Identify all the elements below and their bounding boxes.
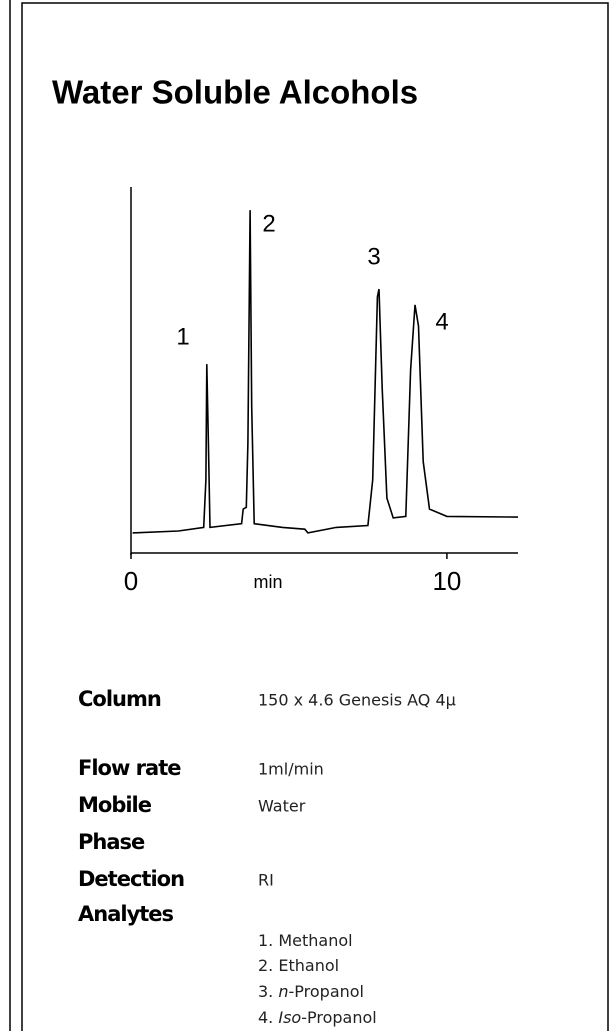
analyte-number: 3.	[258, 982, 273, 1001]
chromatogram-trace	[132, 210, 519, 534]
analyte-number: 4.	[258, 1008, 273, 1027]
x-tick-label: 0	[124, 566, 138, 596]
analyte-name: -Propanol	[301, 1008, 377, 1027]
analyte-name: Ethanol	[278, 956, 339, 975]
condition-label: Analytes	[78, 902, 174, 926]
analyte-italic: n	[278, 982, 288, 1001]
analyte: 1. Methanol	[258, 931, 353, 950]
analyte: 2. Ethanol	[258, 956, 339, 975]
peak-label: 2	[262, 210, 275, 237]
condition-value: 1ml/min	[258, 760, 324, 779]
panel-border	[21, 2, 609, 1031]
condition-label: Mobile	[78, 793, 152, 817]
analyte: 3. n-Propanol	[258, 982, 364, 1001]
analyte-italic: Iso	[278, 1008, 301, 1027]
peak-label: 4	[435, 308, 448, 335]
analyte-name: Methanol	[278, 931, 352, 950]
condition-value: Water	[258, 797, 306, 816]
x-tick-label: 10	[432, 566, 461, 596]
peak-label: 3	[367, 243, 380, 270]
analyte-number: 1.	[258, 931, 273, 950]
condition-label: Phase	[78, 830, 145, 854]
condition-value: 150 x 4.6 Genesis AQ 4µ	[258, 691, 456, 710]
peak-label: 1	[176, 323, 189, 350]
condition-label: Column	[78, 687, 161, 711]
title: Water Soluble Alcohols	[52, 74, 418, 111]
analyte: 4. Iso-Propanol	[258, 1008, 377, 1027]
condition-value: RI	[258, 871, 274, 890]
condition-label: Flow rate	[78, 756, 181, 780]
condition-label: Detection	[78, 867, 184, 891]
analyte-name: -Propanol	[289, 982, 365, 1001]
x-axis-label: min	[253, 572, 282, 592]
analyte-number: 2.	[258, 956, 273, 975]
